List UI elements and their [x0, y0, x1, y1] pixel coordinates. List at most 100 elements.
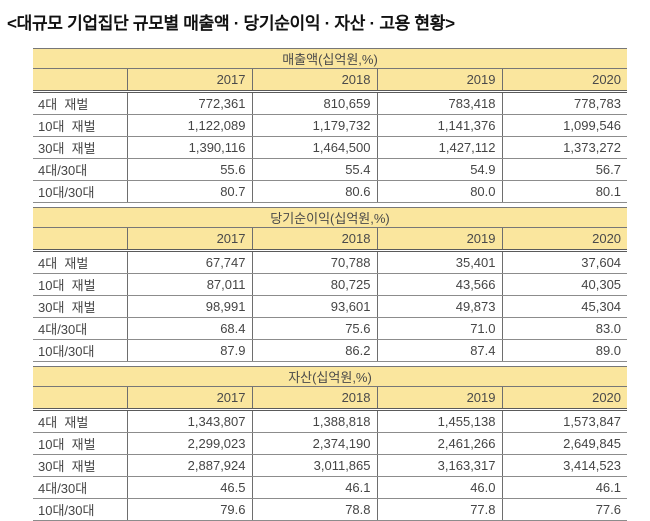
year-header-row: 2017 2018 2019 2020 [33, 227, 628, 252]
value-cell: 1,141,376 [376, 114, 502, 137]
table-row: 30대 재벌 2,887,924 3,011,865 3,163,317 3,414,5… [33, 454, 628, 477]
section-title: 자산(십억원,%) [33, 366, 628, 387]
value-cell: 77.6 [501, 498, 628, 521]
year-header-cell: 2018 [251, 68, 377, 93]
value-cell: 86.2 [251, 339, 377, 362]
value-cell: 1,179,732 [251, 114, 377, 137]
report-table: 매출액(십억원,%) 2017 2018 2019 2020 4대 재벌 772,361 81… [33, 48, 628, 521]
section-title: 당기순이익(십억원,%) [33, 207, 628, 228]
table-row: 4대 재벌 772,361 810,659 783,418 778,783 [33, 91, 628, 115]
value-cell: 45,304 [501, 295, 628, 318]
value-cell: 80.6 [251, 180, 377, 203]
value-cell: 87.4 [376, 339, 502, 362]
value-cell: 2,374,190 [251, 432, 377, 455]
value-cell: 49,873 [376, 295, 502, 318]
value-cell: 1,099,546 [501, 114, 628, 137]
value-cell: 778,783 [501, 91, 628, 115]
year-header-cell: 2019 [376, 227, 502, 252]
row-label: 4대 재벌 [33, 250, 127, 274]
year-header-cell: 2017 [126, 386, 252, 411]
value-cell: 87.9 [126, 339, 252, 362]
value-cell: 67,747 [126, 250, 252, 274]
section-header-row: 자산(십억원,%) [33, 366, 628, 387]
table-row: 4대/30대 68.4 75.6 71.0 83.0 [33, 317, 628, 340]
value-cell: 71.0 [376, 317, 502, 340]
value-cell: 75.6 [251, 317, 377, 340]
row-label: 4대/30대 [33, 476, 127, 499]
value-cell: 1,464,500 [251, 136, 377, 159]
value-cell: 70,788 [251, 250, 377, 274]
value-cell: 77.8 [376, 498, 502, 521]
value-cell: 80,725 [251, 273, 377, 296]
value-cell: 98,991 [126, 295, 252, 318]
value-cell: 79.6 [126, 498, 252, 521]
row-label: 4대 재벌 [33, 409, 127, 433]
row-label: 4대 재벌 [33, 91, 127, 115]
value-cell: 46.1 [251, 476, 377, 499]
value-cell: 3,011,865 [251, 454, 377, 477]
value-cell: 1,427,112 [376, 136, 502, 159]
year-header-cell: 2017 [126, 68, 252, 93]
value-cell: 55.6 [126, 158, 252, 181]
table-row: 10대 재벌 1,122,089 1,179,732 1,141,376 1,099,5… [33, 114, 628, 137]
value-cell: 1,343,807 [126, 409, 252, 433]
table-row: 30대 재벌 98,991 93,601 49,873 45,304 [33, 295, 628, 318]
year-header-row: 2017 2018 2019 2020 [33, 68, 628, 93]
table-row: 4대 재벌 1,343,807 1,388,818 1,455,138 1,573,84… [33, 409, 628, 433]
value-cell: 1,573,847 [501, 409, 628, 433]
year-header-row: 2017 2018 2019 2020 [33, 386, 628, 411]
year-header-cell: 2020 [501, 227, 628, 252]
row-label: 30대 재벌 [33, 295, 127, 318]
section-table: 당기순이익(십억원,%) 2017 2018 2019 2020 4대 재벌 67,747 7… [33, 207, 628, 362]
table-row: 10대/30대 80.7 80.6 80.0 80.1 [33, 180, 628, 203]
value-cell: 1,455,138 [376, 409, 502, 433]
table-row: 4대/30대 46.5 46.1 46.0 46.1 [33, 476, 628, 499]
value-cell: 80.7 [126, 180, 252, 203]
value-cell: 1,388,818 [251, 409, 377, 433]
value-cell: 2,299,023 [126, 432, 252, 455]
section-table: 자산(십억원,%) 2017 2018 2019 2020 4대 재벌 1,343,807 1… [33, 366, 628, 521]
row-label: 10대/30대 [33, 339, 127, 362]
value-cell: 46.5 [126, 476, 252, 499]
section-header-row: 매출액(십억원,%) [33, 48, 628, 69]
value-cell: 68.4 [126, 317, 252, 340]
value-cell: 43,566 [376, 273, 502, 296]
year-header-cell: 2017 [126, 227, 252, 252]
value-cell: 2,461,266 [376, 432, 502, 455]
value-cell: 3,414,523 [501, 454, 628, 477]
value-cell: 1,122,089 [126, 114, 252, 137]
year-header-cell: 2020 [501, 68, 628, 93]
value-cell: 2,649,845 [501, 432, 628, 455]
value-cell: 78.8 [251, 498, 377, 521]
value-cell: 37,604 [501, 250, 628, 274]
value-cell: 87,011 [126, 273, 252, 296]
row-label: 30대 재벌 [33, 136, 127, 159]
table-row: 10대 재벌 2,299,023 2,374,190 2,461,266 2,649,8… [33, 432, 628, 455]
corner-cell [33, 227, 127, 252]
row-label: 4대/30대 [33, 158, 127, 181]
table-row: 4대 재벌 67,747 70,788 35,401 37,604 [33, 250, 628, 274]
value-cell: 46.0 [376, 476, 502, 499]
year-header-cell: 2019 [376, 386, 502, 411]
row-label: 10대 재벌 [33, 432, 127, 455]
section-header-row: 당기순이익(십억원,%) [33, 207, 628, 228]
corner-cell [33, 386, 127, 411]
table-row: 30대 재벌 1,390,116 1,464,500 1,427,112 1,373,2… [33, 136, 628, 159]
value-cell: 93,601 [251, 295, 377, 318]
row-label: 10대 재벌 [33, 273, 127, 296]
corner-cell [33, 68, 127, 93]
value-cell: 810,659 [251, 91, 377, 115]
row-label: 10대 재벌 [33, 114, 127, 137]
year-header-cell: 2018 [251, 227, 377, 252]
table-row: 10대/30대 79.6 78.8 77.8 77.6 [33, 498, 628, 521]
table-row: 10대/30대 87.9 86.2 87.4 89.0 [33, 339, 628, 362]
value-cell: 80.0 [376, 180, 502, 203]
value-cell: 80.1 [501, 180, 628, 203]
section-title: 매출액(십억원,%) [33, 48, 628, 69]
value-cell: 2,887,924 [126, 454, 252, 477]
year-header-cell: 2020 [501, 386, 628, 411]
page-title: <대규모 기업집단 규모별 매출액 · 당기순이익 · 자산 · 고용 현황> [7, 14, 455, 33]
value-cell: 46.1 [501, 476, 628, 499]
value-cell: 783,418 [376, 91, 502, 115]
row-label: 30대 재벌 [33, 454, 127, 477]
